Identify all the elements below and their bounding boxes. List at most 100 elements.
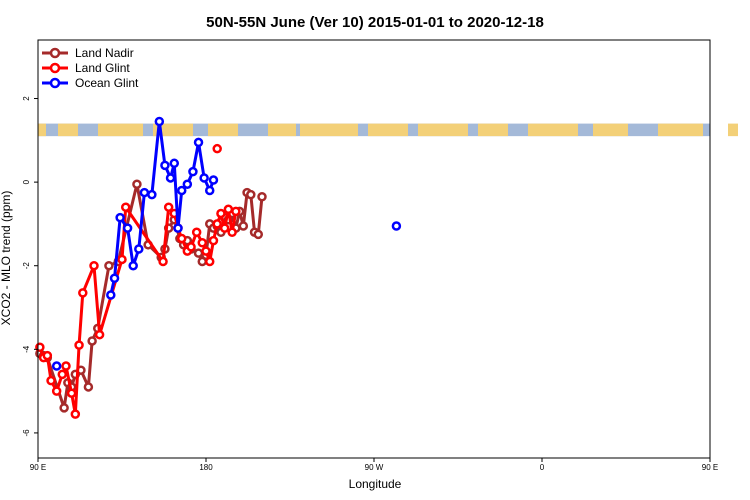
point-ocean-glint-0-1 [109,273,120,284]
point-ocean-glint-0-15 [188,166,198,177]
y-tick-label-2: -2 [22,262,31,270]
band-land-11 [593,123,628,137]
chart-title: 50N-55N June (Ver 10) 2015-01-01 to 2020… [206,14,544,31]
point-land-glint-0-29 [219,223,230,233]
band-land-3 [153,123,193,137]
point-ocean-glint-0-5 [134,244,144,254]
point-land-glint-0-26 [208,235,219,246]
axes: 90 E 180 90 W 0 90 E -6 -4 -2 0 2 [22,39,718,472]
point-land-glint-0-28 [216,208,226,219]
point-ocean-glint-0-12 [173,223,183,233]
point-land-glint-0-16 [163,202,174,212]
point-ocean-glint-0-11 [169,158,180,169]
band-land-13 [728,123,738,137]
x-tick-label-3: 0 [540,463,545,472]
point-land-glint-0-22 [191,227,202,238]
point-land-nadir-0-13 [132,179,142,189]
band-land-9 [478,123,508,137]
point-land-nadir-0-8 [83,382,94,392]
point-land-glint-0-30 [223,204,234,215]
series-line-ocean-glint-0 [109,120,215,296]
landmask-band [38,123,738,137]
band-land-12 [658,123,703,137]
point-land-glint-0-19 [176,233,187,244]
point-ocean-glint-0-18 [204,185,215,196]
point-land-glint-0-5 [57,369,68,380]
y-tick-label-1: -4 [22,345,31,353]
band-land-2 [98,123,143,137]
point-land-glint-0-24 [201,246,211,256]
point-land-nadir-0-23 [193,248,204,258]
point-land-glint-0-11 [89,260,99,271]
point-ocean-glint-0-10 [165,173,176,183]
single-point-2-0 [391,221,402,231]
x-tick-label-2: 90 W [365,463,384,472]
band-land-5 [268,123,296,137]
point-ocean-glint-0-19 [208,175,219,185]
point-land-glint-0-27 [212,219,222,229]
x-tick-label-1: 180 [199,463,213,472]
point-land-glint-0-3 [46,375,56,386]
point-land-glint-0-32 [231,206,241,217]
point-ocean-glint-0-2 [115,212,125,223]
legend-label-land-nadir: Land Nadir [75,46,134,60]
series-layer [35,116,402,419]
legend-marker-land-glint [49,62,61,74]
point-ocean-glint-0-13 [176,185,187,196]
point-land-glint-0-23 [197,237,208,248]
band-land-10 [528,123,578,137]
point-ocean-glint-0-4 [128,260,138,271]
band-land-0 [38,123,46,137]
point-land-glint-0-21 [186,242,196,252]
x-tick-label-0: 90 E [30,463,46,472]
band-land-6 [300,123,358,137]
point-ocean-glint-0-9 [160,160,170,171]
point-land-glint-0-6 [61,361,71,371]
legend-label-ocean-glint: Ocean Glint [75,76,139,90]
point-land-glint-0-7 [66,388,77,398]
point-land-glint-0-9 [74,340,84,350]
point-land-glint-0-25 [204,256,215,267]
band-land-4 [208,123,238,137]
point-ocean-glint-0-7 [147,189,157,200]
point-ocean-glint-0-17 [199,173,209,183]
point-ocean-glint-0-14 [182,179,193,189]
y-tick-label-4: 2 [22,96,31,101]
point-land-nadir-0-11 [104,260,114,271]
legend-marker-ocean-glint [49,77,61,89]
point-land-nadir-0-35 [238,221,249,231]
point-land-glint-0-10 [78,288,88,298]
point-land-glint-0-8 [70,409,81,419]
single-point-1-0 [51,361,62,371]
legend-label-land-glint: Land Glint [75,61,130,75]
point-land-nadir-0-3 [59,403,69,413]
band-land-7 [368,123,408,137]
y-axis-label: XCO2 - MLO trend (ppm) [0,191,13,326]
x-tick-label-4: 90 E [702,463,718,472]
point-land-glint-0-12 [94,329,105,340]
point-land-nadir-0-37 [246,189,256,200]
band-land-8 [418,123,468,137]
point-land-glint-0-15 [158,256,168,267]
y-tick-label-0: -6 [22,429,31,437]
single-point-0-0 [212,143,222,154]
point-ocean-glint-0-16 [193,137,204,148]
y-tick-label-3: 0 [22,179,31,184]
point-ocean-glint-0-0 [106,290,116,300]
point-land-glint-0-14 [120,202,131,212]
point-land-glint-0-13 [117,254,127,265]
legend-marker-land-nadir [49,47,61,59]
point-land-glint-0-4 [51,386,62,396]
point-land-glint-0-31 [227,227,237,238]
point-land-nadir-0-39 [253,229,264,240]
x-axis-label: Longitude [349,477,402,491]
band-land-1 [58,123,78,137]
point-land-nadir-0-9 [87,336,97,346]
point-land-nadir-0-40 [257,192,267,202]
point-ocean-glint-0-3 [122,223,133,233]
point-ocean-glint-0-6 [139,187,150,198]
point-land-glint-0-2 [42,350,53,361]
